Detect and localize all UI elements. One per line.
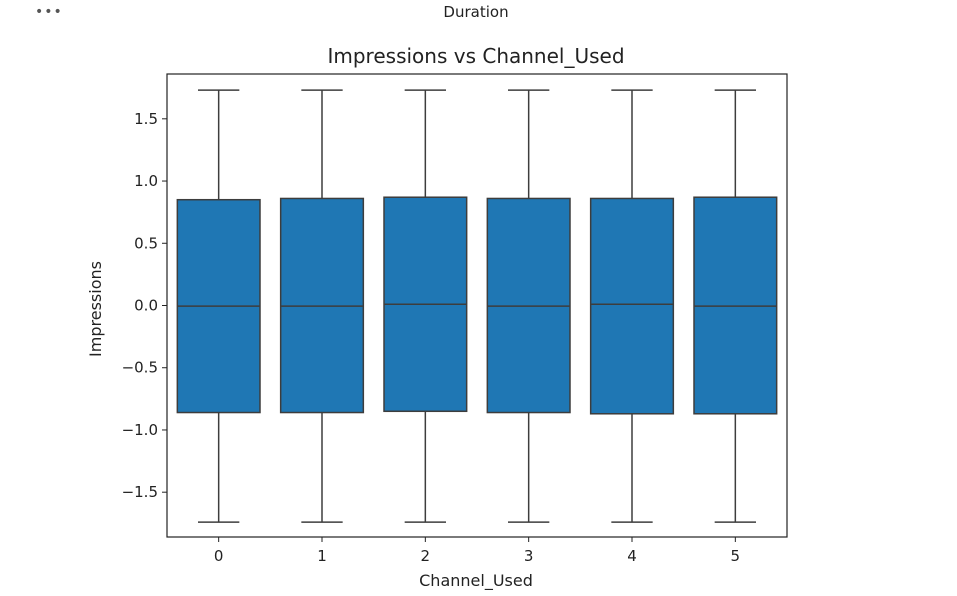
y-tick-label: 0.5 xyxy=(134,234,158,252)
y-tick-label: 1.0 xyxy=(134,172,158,190)
y-tick-label: −1.5 xyxy=(122,483,158,501)
x-tick-label: 0 xyxy=(214,547,224,565)
x-axis-label: Channel_Used xyxy=(419,571,533,591)
box-4 xyxy=(589,197,675,415)
x-tick-label: 3 xyxy=(524,547,534,565)
x-tick-label: 4 xyxy=(627,547,637,565)
chart-title: Impressions vs Channel_Used xyxy=(327,44,624,68)
y-tick-label: 0.0 xyxy=(134,297,158,315)
y-tick-label: −1.0 xyxy=(122,421,158,439)
y-tick-label: 1.5 xyxy=(134,110,158,128)
plot-area: −1.5 −1.0 −0.5 0.0 0.5 1.0 1.5 0 1 2 3 4 5 xyxy=(122,73,788,565)
more-horizontal-icon[interactable]: ••• xyxy=(35,4,63,20)
x-tick-label: 1 xyxy=(317,547,327,565)
y-axis-label: Impressions xyxy=(86,261,105,357)
output-label: Duration xyxy=(443,3,509,21)
y-tick-label: −0.5 xyxy=(122,359,158,377)
x-tick-label: 5 xyxy=(731,547,741,565)
x-tick-label: 2 xyxy=(421,547,431,565)
